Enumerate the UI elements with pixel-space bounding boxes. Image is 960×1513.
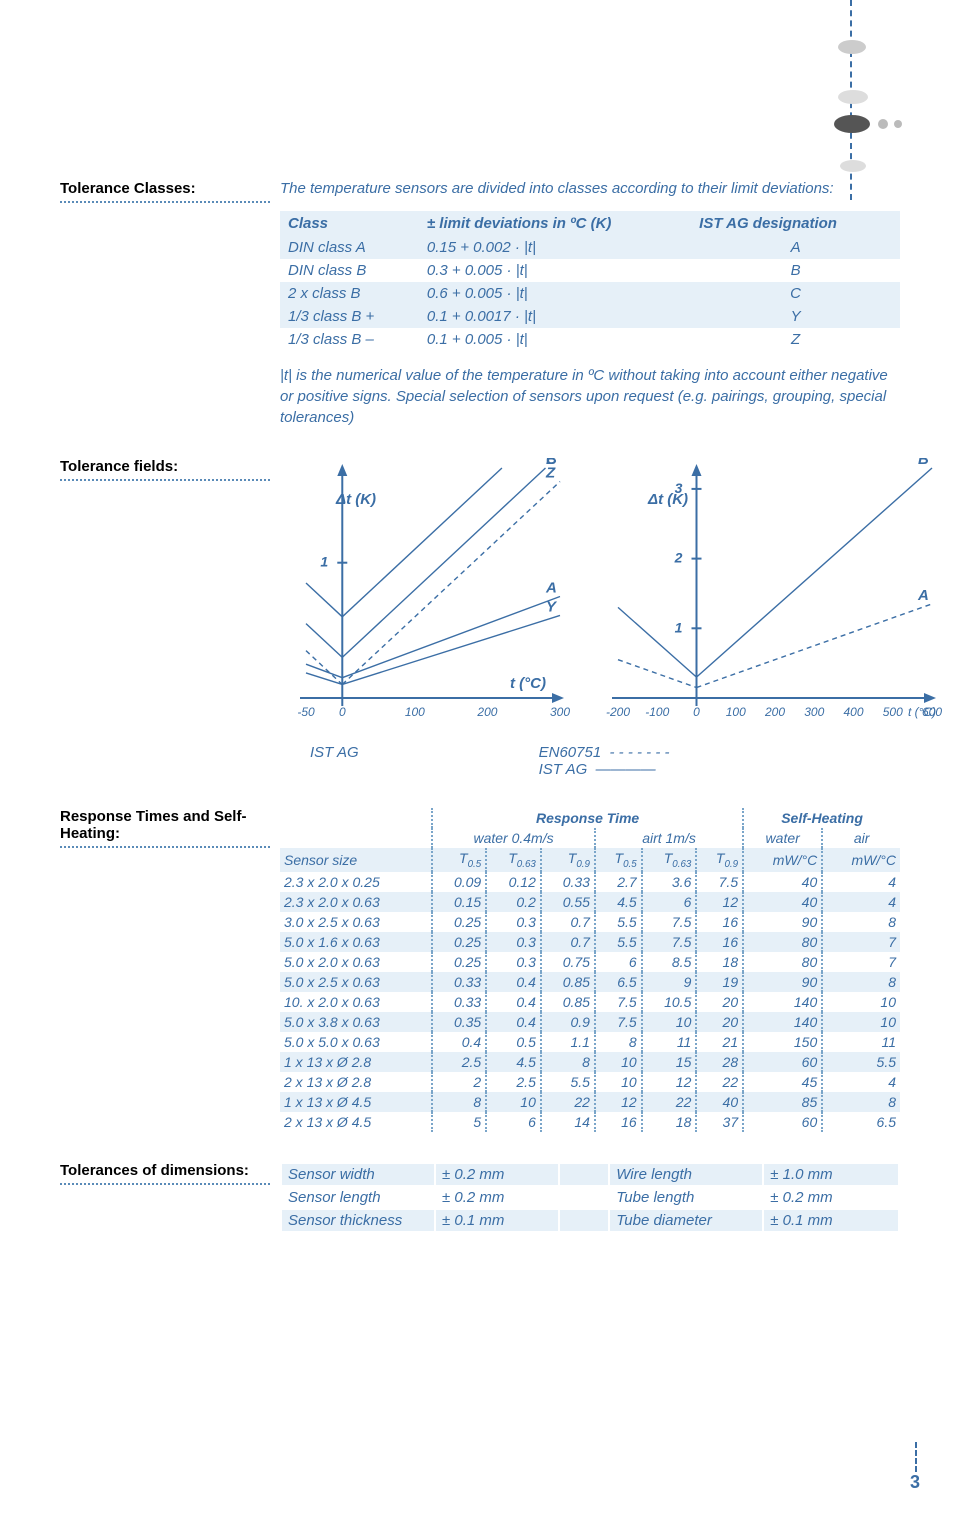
svg-text:200: 200 — [764, 705, 785, 719]
table-row: 5.0 x 1.6 x 0.630.250.30.75.57.516807 — [280, 932, 900, 952]
svg-text:200: 200 — [476, 705, 497, 719]
section-label: Tolerance fields: — [60, 458, 270, 778]
svg-text:2: 2 — [674, 550, 683, 566]
svg-text:B: B — [918, 458, 929, 468]
table-row: 1 x 13 x Ø 2.82.54.58101528605.5 — [280, 1052, 900, 1072]
table-row: Sensor length± 0.2 mmTube length± 0.2 mm — [282, 1187, 898, 1208]
dimensions-table: Sensor width± 0.2 mmWire length± 1.0 mmS… — [280, 1162, 900, 1233]
th-dev: ± limit deviations in ºC (K) — [419, 211, 691, 236]
svg-text:1: 1 — [320, 554, 328, 570]
svg-text:100: 100 — [405, 705, 425, 719]
page-number: 3 — [910, 1472, 920, 1493]
table-row: 2 x class B0.6 + 0.005 · |t|C — [280, 282, 900, 305]
intro-text: The temperature sensors are divided into… — [280, 180, 900, 197]
col-header: mW/°C — [822, 848, 900, 872]
sh-header: Self-Heating — [743, 808, 900, 828]
table-row: 1 x 13 x Ø 4.581022122240858 — [280, 1092, 900, 1112]
svg-text:A: A — [545, 580, 557, 597]
col-header: Sensor size — [280, 848, 432, 872]
col-header: T0.9 — [541, 848, 595, 872]
svg-text:-200: -200 — [606, 705, 630, 719]
svg-text:t (°C): t (°C) — [510, 675, 546, 692]
tolerance-chart-1: -5001002003001Δt (K)t (°C)CBZAY — [270, 458, 570, 738]
svg-text:100: 100 — [726, 705, 746, 719]
chart2-legend: EN60751 - - - - - - - IST AG ———— — [539, 744, 670, 778]
tolerance-class-table: Class ± limit deviations in ºC (K) IST A… — [280, 211, 900, 351]
svg-text:t (°C): t (°C) — [908, 705, 936, 719]
svg-text:-50: -50 — [297, 705, 315, 719]
table-row: 10. x 2.0 x 0.630.330.40.857.510.5201401… — [280, 992, 900, 1012]
table-row: 2 x 13 x Ø 2.822.55.5101222454 — [280, 1072, 900, 1092]
response-table: Response Time Self-Heating water 0.4m/s … — [280, 808, 900, 1132]
table-row: 1/3 class B +0.1 + 0.0017 · |t|Y — [280, 305, 900, 328]
svg-text:-100: -100 — [645, 705, 669, 719]
tolerance-fields-section: Tolerance fields: -50 0 100 200 300 1 Δt (K) t … — [60, 458, 900, 778]
table-row: 2 x 13 x Ø 4.55614161837606.5 — [280, 1112, 900, 1132]
table-row: Sensor width± 0.2 mmWire length± 1.0 mm — [282, 1164, 898, 1185]
table-row: 5.0 x 3.8 x 0.630.350.40.97.5102014010 — [280, 1012, 900, 1032]
table-row: 2.3 x 2.0 x 0.250.090.120.332.73.67.5404 — [280, 872, 900, 892]
table-row: DIN class B0.3 + 0.005 · |t|B — [280, 259, 900, 282]
table-row: Sensor thickness± 0.1 mmTube diameter± 0… — [282, 1210, 898, 1231]
svg-text:500: 500 — [883, 705, 903, 719]
response-times-section: Response Times and Self-Heating: Respons… — [60, 808, 900, 1132]
svg-text:300: 300 — [550, 705, 570, 719]
table-row: 5.0 x 2.0 x 0.630.250.30.7568.518807 — [280, 952, 900, 972]
svg-text:Δt (K): Δt (K) — [647, 491, 688, 508]
svg-text:1: 1 — [675, 619, 683, 635]
table-row: DIN class A0.15 + 0.002 · |t|A — [280, 236, 900, 259]
tolerance-classes-section: Tolerance Classes: The temperature senso… — [60, 180, 900, 428]
col-header: T0.5 — [595, 848, 642, 872]
sub-a2: air — [822, 828, 900, 848]
page-decoration — [850, 0, 930, 200]
table-row: 5.0 x 2.5 x 0.630.330.40.856.5919908 — [280, 972, 900, 992]
svg-text:A: A — [917, 587, 929, 604]
section-label: Response Times and Self-Heating: — [60, 808, 280, 1132]
svg-text:400: 400 — [843, 705, 863, 719]
svg-text:Δt (K): Δt (K) — [335, 491, 376, 508]
rt-header: Response Time — [432, 808, 743, 828]
th-desig: IST AG designation — [691, 211, 900, 236]
table-row: 5.0 x 5.0 x 0.630.40.51.18112115011 — [280, 1032, 900, 1052]
dimensions-section: Tolerances of dimensions: Sensor width± … — [60, 1162, 900, 1233]
col-header: T0.5 — [432, 848, 486, 872]
chart1-legend: IST AG — [310, 744, 359, 778]
table-row: 3.0 x 2.5 x 0.630.250.30.75.57.516908 — [280, 912, 900, 932]
table-row: 1/3 class B –0.1 + 0.005 · |t|Z — [280, 328, 900, 351]
sub-w2: water — [743, 828, 822, 848]
svg-text:Z: Z — [545, 465, 556, 482]
svg-text:0: 0 — [693, 705, 700, 719]
table-row: 2.3 x 2.0 x 0.630.150.20.554.5612404 — [280, 892, 900, 912]
col-header: T0.9 — [696, 848, 743, 872]
section-label: Tolerances of dimensions: — [60, 1162, 280, 1233]
col-header: T0.63 — [642, 848, 697, 872]
tolerance-note: |t| is the numerical value of the temper… — [280, 365, 900, 428]
section-label: Tolerance Classes: — [60, 180, 280, 428]
col-header: mW/°C — [743, 848, 822, 872]
col-header: T0.63 — [486, 848, 541, 872]
svg-text:300: 300 — [804, 705, 824, 719]
th-class: Class — [280, 211, 419, 236]
svg-text:0: 0 — [339, 705, 346, 719]
sub-air: airt 1m/s — [595, 828, 743, 848]
svg-text:Y: Y — [546, 598, 558, 615]
tolerance-chart-2: -200-1000100200300400500600123Δt (K)t (°… — [582, 458, 942, 738]
sub-water: water 0.4m/s — [432, 828, 595, 848]
